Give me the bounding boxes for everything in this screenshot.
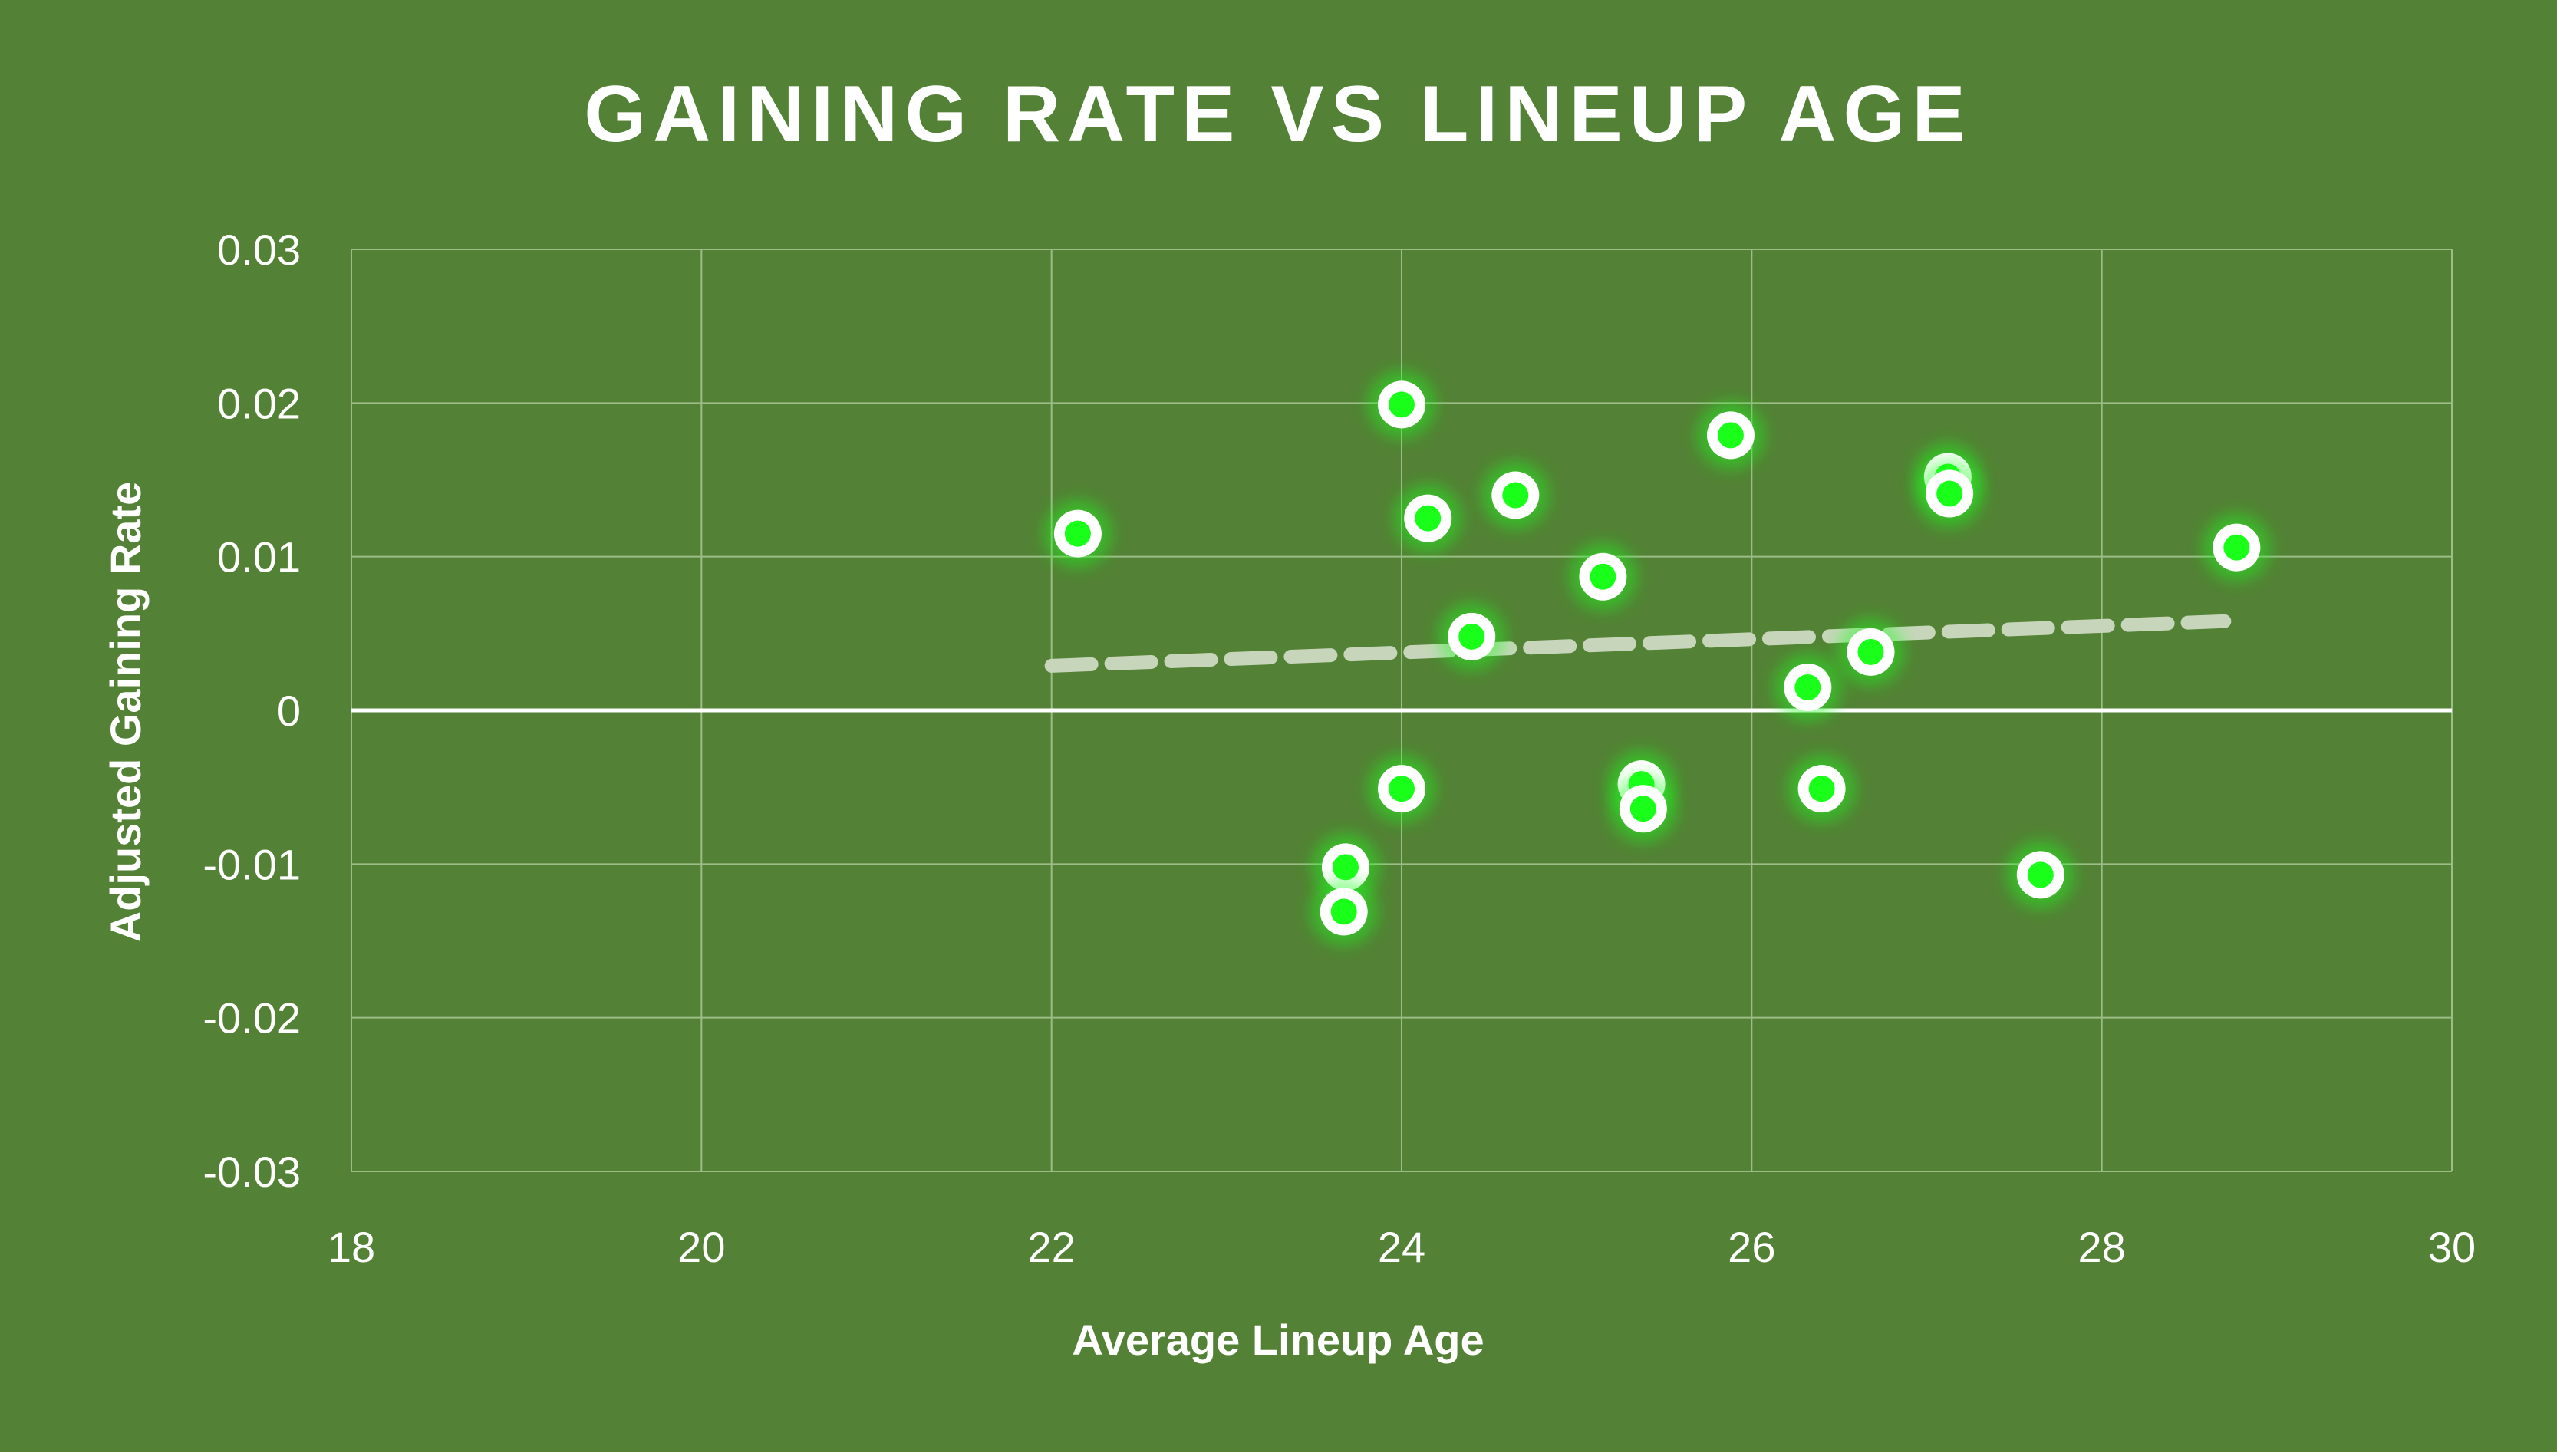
point-marker [1794, 674, 1821, 700]
trendline [1044, 614, 2232, 673]
y-tick-label: 0 [277, 687, 301, 735]
chart-title: GAINING RATE VS LINEUP AGE [584, 70, 1972, 159]
point-marker [1808, 776, 1835, 802]
y-tick-label: 0.03 [217, 226, 301, 274]
data-point [1368, 371, 1435, 439]
point-marker [1389, 391, 1415, 418]
data-point [1368, 755, 1435, 823]
x-tick-label: 22 [1028, 1223, 1076, 1271]
data-point [1774, 653, 1842, 721]
data-point [1310, 878, 1378, 946]
data-point [1438, 602, 1506, 670]
y-tick-label: 0.02 [217, 379, 301, 427]
point-marker [2223, 534, 2250, 561]
data-point [1916, 460, 1984, 528]
point-marker [1389, 776, 1415, 802]
x-tick-label: 30 [2428, 1223, 2476, 1271]
x-axis-title: Average Lineup Age [1072, 1316, 1484, 1364]
x-axis-ticks: 18 20 22 24 26 28 30 [328, 1223, 2476, 1271]
point-marker [1629, 796, 1656, 822]
y-tick-label: -0.03 [203, 1148, 301, 1196]
data-point [2203, 513, 2271, 581]
data-point [1788, 755, 1856, 823]
point-marker [1415, 505, 1442, 532]
x-tick-label: 18 [328, 1223, 375, 1271]
data-points [1043, 371, 2271, 946]
y-tick-label: -0.01 [203, 840, 301, 888]
y-tick-label: 0.01 [217, 533, 301, 581]
point-marker [1590, 563, 1616, 590]
y-tick-label: -0.02 [203, 994, 301, 1043]
point-marker [1458, 623, 1485, 650]
data-point [1394, 484, 1462, 552]
data-point [1609, 775, 1677, 843]
x-tick-label: 20 [677, 1223, 725, 1271]
trendline-path [1044, 614, 2232, 673]
data-point [1481, 461, 1550, 529]
data-point [1569, 542, 1637, 611]
x-tick-label: 24 [1378, 1223, 1425, 1271]
x-tick-label: 26 [1728, 1223, 1775, 1271]
point-marker [1717, 422, 1744, 449]
point-marker [2027, 861, 2054, 888]
point-marker [1064, 520, 1091, 547]
x-tick-label: 28 [2078, 1223, 2126, 1271]
data-point [1837, 618, 1905, 686]
y-axis-ticks: 0.03 0.02 0.01 0 -0.01 -0.02 -0.03 [203, 226, 301, 1196]
data-point [2006, 841, 2074, 909]
data-point [1696, 401, 1765, 469]
point-marker [1330, 898, 1357, 925]
data-point [1043, 499, 1112, 568]
point-marker [1502, 482, 1529, 509]
y-axis-title: Adjusted Gaining Rate [101, 482, 150, 943]
point-marker [1332, 854, 1359, 881]
point-marker [1857, 638, 1884, 665]
point-marker [1936, 480, 1963, 507]
